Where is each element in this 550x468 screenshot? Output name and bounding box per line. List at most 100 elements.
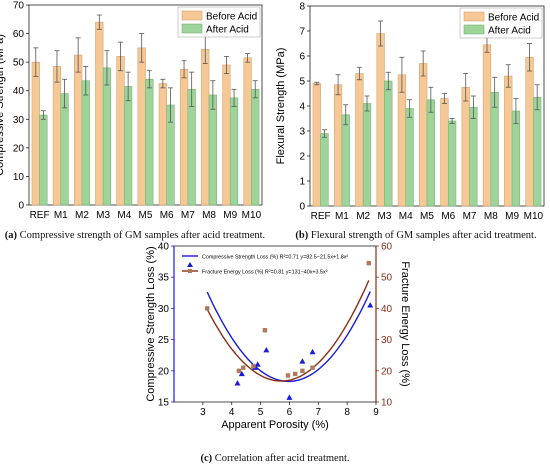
y-tick-label: 5	[299, 77, 305, 88]
bar-before	[95, 21, 104, 206]
y-axis-title: Compressive Strength (MPa)	[0, 34, 6, 176]
bar-before	[419, 63, 428, 207]
bar-after	[447, 120, 457, 207]
legend-swatch	[463, 11, 485, 22]
y-tick-label: 7	[299, 27, 305, 38]
x-tick-label: M8	[202, 210, 216, 221]
bar-before	[355, 73, 364, 207]
x-tick-label: 3	[200, 407, 206, 418]
bar-before	[312, 83, 321, 207]
bar-before	[461, 86, 470, 207]
point-compressive	[234, 380, 241, 386]
caption-b-tag: (b)	[295, 230, 309, 241]
y2-axis-title: Fracture Energy Loss (%)	[399, 261, 411, 386]
x-tick-label: M6	[160, 210, 174, 221]
y-tick-label: 25	[158, 335, 170, 346]
y-tick-label: 10	[13, 172, 25, 183]
y-tick-label: 40	[158, 242, 170, 253]
chart-b: 0 1 2 3 4 5 6 7 8 REF M1 M2 M3 M4 M5 M6 M7 M8 M9 M10 Flexura…	[275, 2, 545, 222]
y-tick-label: 0	[299, 202, 305, 213]
legend-label: Fracture Energy Loss (%) R²=0.81 y=131−4…	[202, 270, 328, 276]
point-fracture	[300, 368, 305, 373]
x-tick-label: M7	[181, 210, 195, 221]
x-tick-label: M1	[335, 211, 349, 222]
point-fracture	[310, 365, 315, 370]
bar-before	[158, 83, 167, 206]
bar-after	[229, 97, 239, 206]
bar-after	[208, 94, 217, 206]
y-tick-label: 8	[299, 2, 305, 13]
x-tick-label: 7	[316, 407, 322, 418]
bar-before	[52, 66, 62, 206]
caption-a-text: Compressive strength of GM samples after…	[19, 230, 266, 241]
point-fracture	[262, 328, 268, 333]
bar-after	[405, 108, 414, 207]
legend-label: Before Acid	[206, 12, 257, 23]
bar-before	[243, 57, 252, 206]
x-tick-label: M9	[223, 210, 237, 221]
bar-after	[39, 114, 48, 206]
bar-after	[145, 78, 154, 206]
x-tick-label: M4	[399, 211, 413, 222]
caption-c-text: Correlation after acid treatment.	[214, 453, 350, 464]
bar-before	[222, 64, 231, 206]
point-fracture	[204, 306, 210, 311]
y-tick-label: 1	[299, 177, 305, 188]
x-tick-label: M2	[75, 210, 89, 221]
y2-tick-label: 20	[381, 366, 393, 377]
bar-after	[490, 91, 499, 207]
y-tick-label: 6	[299, 52, 305, 63]
point-compressive	[254, 361, 261, 367]
point-fracture	[293, 371, 298, 377]
x-tick-label: 9	[373, 407, 379, 418]
bar-after	[511, 110, 521, 207]
fit-curve	[206, 291, 371, 383]
x-tick-label: M5	[139, 210, 153, 221]
point-compressive	[299, 358, 306, 364]
legend-marker	[187, 262, 193, 267]
x-tick-label: REF	[311, 211, 331, 222]
bar-before	[504, 75, 513, 207]
legend-swatch	[181, 10, 203, 21]
chart-c: 15 20 25 30 35 40 10 20 30 40 50 60 3 4 5 6 7 8 9 Apparent …	[145, 242, 411, 432]
x-axis-title: Apparent Porosity (%)	[221, 419, 329, 431]
y-tick-label: 4	[299, 102, 305, 113]
bar-after	[251, 88, 260, 206]
caption-a-tag: (a)	[4, 230, 18, 241]
y-tick-label: 60	[13, 29, 25, 40]
y-tick-label: 20	[158, 366, 170, 377]
x-tick-label: M5	[420, 211, 434, 222]
y-tick-label: 2	[299, 152, 305, 163]
bar-after	[341, 114, 350, 207]
plot-frame	[173, 245, 377, 403]
bar-after	[320, 133, 329, 207]
y2-tick-label: 60	[381, 242, 393, 253]
legend-label: Before Acid	[488, 13, 539, 24]
bar-after	[533, 96, 542, 207]
y-tick-label: 70	[13, 1, 25, 12]
bar-after	[81, 80, 90, 206]
y-tick-label: 30	[13, 115, 25, 126]
x-tick-label: M2	[356, 211, 370, 222]
caption-c-tag: (c)	[200, 453, 213, 464]
x-tick-label: 4	[229, 407, 235, 418]
bar-before	[116, 56, 125, 206]
bar-before	[137, 47, 146, 206]
y-tick-label: 15	[158, 398, 170, 409]
x-tick-label: M3	[96, 210, 110, 221]
bar-before	[31, 61, 40, 206]
x-tick-label: M10	[524, 211, 544, 222]
x-tick-label: M10	[242, 210, 262, 221]
y-axis-title: Compressive Strength Loss (%)	[145, 246, 157, 401]
legend-marker	[188, 269, 192, 273]
caption-b: (b) Flexural strength of GM samples afte…	[285, 229, 547, 242]
caption-c: (c) Correlation after acid treatment.	[130, 452, 420, 465]
bar-before	[179, 68, 189, 206]
y-tick-label: 40	[13, 86, 25, 97]
bar-after	[124, 86, 133, 206]
legend-label: After Acid	[206, 25, 249, 36]
y2-tick-label: 30	[381, 335, 393, 346]
point-fracture	[366, 260, 371, 266]
x-tick-label: M8	[484, 211, 498, 222]
x-tick-label: M1	[54, 210, 68, 221]
